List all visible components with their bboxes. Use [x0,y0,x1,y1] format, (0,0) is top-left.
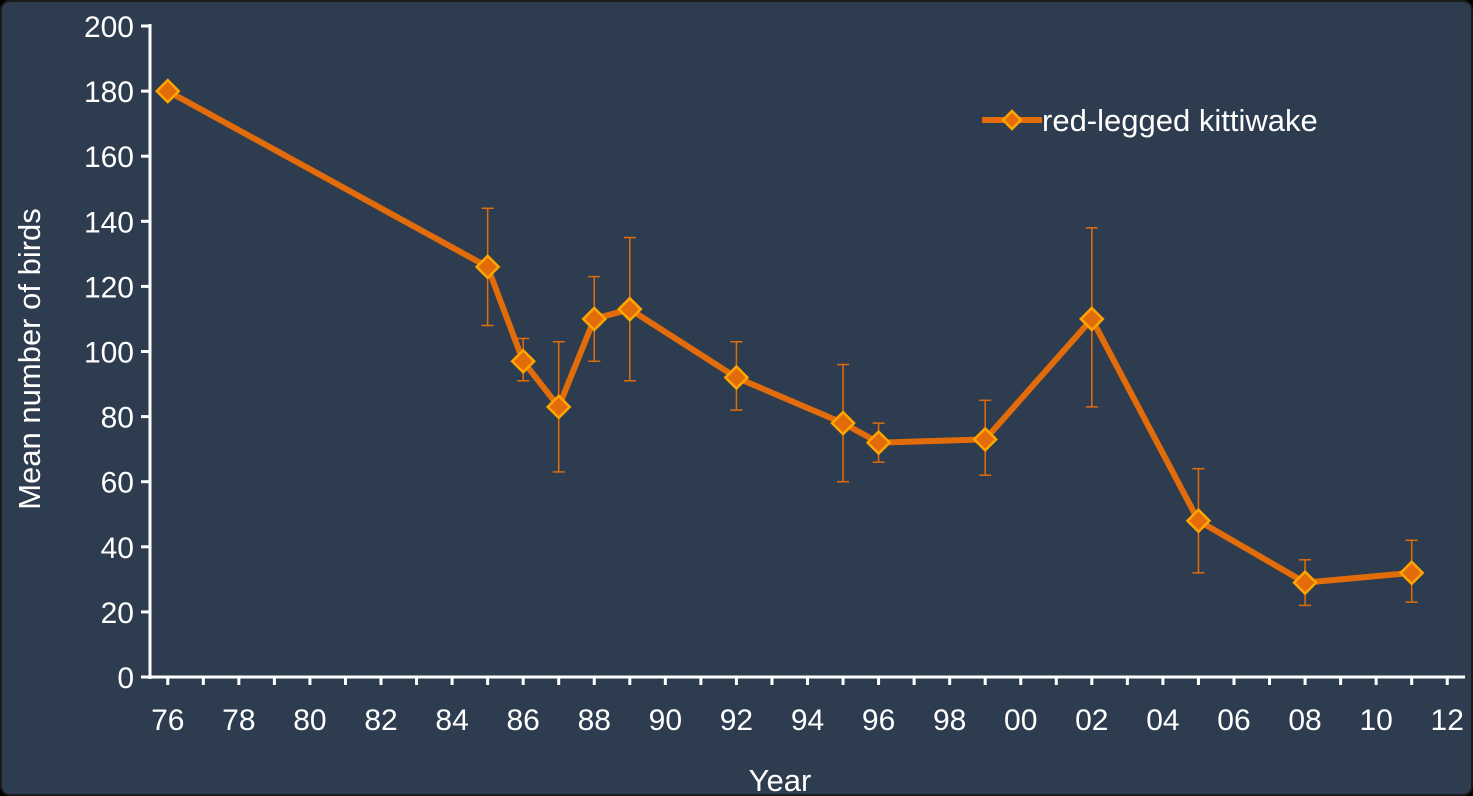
x-tick-label: 10 [1359,704,1392,737]
x-axis-title: Year [749,763,812,796]
x-tick-label: 78 [222,704,255,737]
error-bars [481,207,1418,607]
y-tick-label: 140 [84,206,134,239]
data-point-marker [545,394,572,420]
x-tick-label: 02 [1075,704,1108,737]
y-tick-label: 120 [84,271,134,304]
x-tick-label: 94 [791,704,824,737]
data-point-marker [617,296,643,322]
legend-marker-swatch [1001,109,1023,131]
y-tick-label: 0 [117,662,134,695]
x-tick-label: 98 [933,704,966,737]
legend: red-legged kittiwake [982,103,1318,138]
x-tick-label: 08 [1288,704,1321,737]
x-tick-label: 96 [862,704,895,737]
x-tick-label: 76 [151,704,184,737]
x-tick-label: 06 [1217,704,1250,737]
x-tick-label: 84 [435,704,468,737]
data-point-marker [865,429,892,456]
x-tick-label: 80 [293,704,326,737]
x-tick-label: 00 [1004,704,1037,737]
y-tick-label: 100 [84,337,134,370]
x-tick-label: 82 [364,704,397,737]
y-tick-label: 60 [101,467,134,500]
y-tick-label: 160 [84,141,134,174]
data-point-marker [830,410,856,436]
data-point-marker [1292,569,1318,596]
x-tick-label: 90 [649,704,682,737]
data-point-marker [972,426,998,453]
data-point-marker [1185,507,1212,534]
data-point-marker [510,348,536,375]
series-line [166,88,1412,586]
y-tick-label: 180 [84,76,134,109]
legend-label: red-legged kittiwake [1042,103,1318,138]
x-tick-label: 12 [1431,704,1464,737]
y-tick-label: 20 [101,597,134,630]
y-tick-label: 40 [101,532,134,565]
data-point-marker [474,254,501,280]
y-axis-title: Mean number of birds [12,208,47,510]
x-tick-label: 86 [506,704,539,737]
x-tick-label: 04 [1146,704,1179,737]
y-tick-label: 200 [84,11,134,44]
x-tick-label: 92 [720,704,753,737]
data-series [155,78,1425,596]
y-tick-label: 80 [101,402,134,435]
data-point-marker [1398,560,1425,586]
data-point-marker [155,78,181,104]
data-point-marker [581,306,608,332]
data-point-marker [1079,306,1105,332]
data-point-marker [723,364,750,391]
x-tick-label: 88 [578,704,611,737]
